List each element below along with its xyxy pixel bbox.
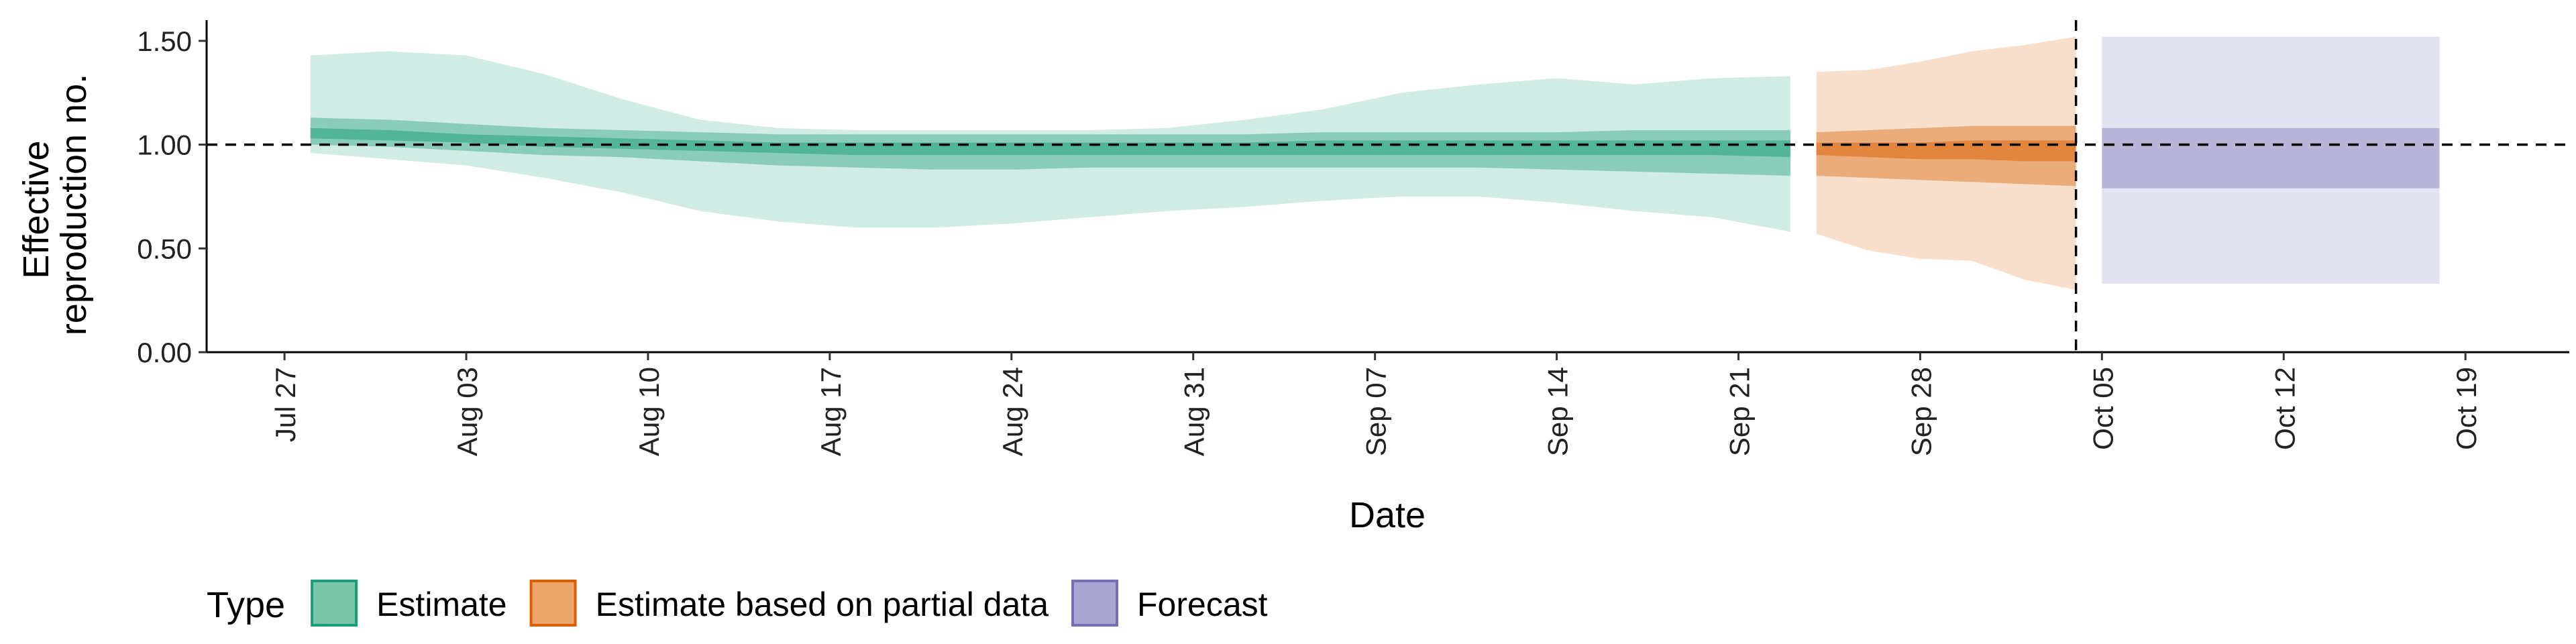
x-tick-label: Aug 17 <box>815 367 847 456</box>
y-axis-title-line-2: reproduction no. <box>54 74 94 335</box>
y-axis-title: Effective reproduction no. <box>16 74 94 335</box>
axes <box>205 20 2569 354</box>
x-tick-label: Aug 31 <box>1179 367 1210 456</box>
x-tick-label: Jul 27 <box>270 367 301 442</box>
legend: Type Estimate Estimate based on partial d… <box>207 580 1268 627</box>
forecast-mid-band <box>2102 127 2440 189</box>
y-tick-label: 0.00 <box>137 337 192 368</box>
legend-label-estimate-based-on-partial-data: Estimate based on partial data <box>596 586 1049 623</box>
x-tick-label: Sep 21 <box>1723 367 1755 456</box>
estimate-outer-band <box>310 51 1790 232</box>
x-tick-label: Sep 28 <box>1905 367 1937 456</box>
ribbon-layer <box>310 36 2440 290</box>
legend-swatch-estimate-based-on-partial-data <box>529 580 577 627</box>
y-tick-label: 1.50 <box>137 25 192 57</box>
y-tick-label: 1.00 <box>137 129 192 161</box>
estimate-based-on-partial-data-outer-band <box>1816 36 2076 290</box>
x-tick-label: Aug 10 <box>633 367 665 456</box>
x-tick-label: Oct 12 <box>2269 367 2300 450</box>
y-tick-label: 0.50 <box>137 233 192 264</box>
x-tick-label: Sep 07 <box>1360 367 1392 456</box>
forecast-outer-band <box>2102 36 2440 284</box>
x-tick-label: Aug 03 <box>451 367 483 456</box>
estimate-inner-band <box>310 127 1790 158</box>
y-axis-ticks: 0.00 0.50 1.00 1.50 <box>137 25 207 368</box>
x-tick-label: Aug 24 <box>997 367 1028 456</box>
legend-label-forecast: Forecast <box>1137 586 1268 623</box>
x-axis-ticks: Jul 27 Aug 03 Aug 10 Aug 17 Aug 24 Aug 31 Sep … <box>270 352 2482 456</box>
x-tick-label: Oct 19 <box>2451 367 2482 450</box>
legend-label-estimate: Estimate <box>376 586 507 623</box>
legend-swatch-estimate <box>311 580 358 627</box>
legend-title: Type <box>207 585 285 625</box>
x-tick-label: Oct 05 <box>2087 367 2118 450</box>
x-axis-title: Date <box>1349 495 1426 535</box>
y-axis-title-line-1: Effective <box>16 140 56 278</box>
legend-swatch-forecast <box>1071 580 1119 627</box>
x-tick-label: Sep 14 <box>1542 367 1574 456</box>
